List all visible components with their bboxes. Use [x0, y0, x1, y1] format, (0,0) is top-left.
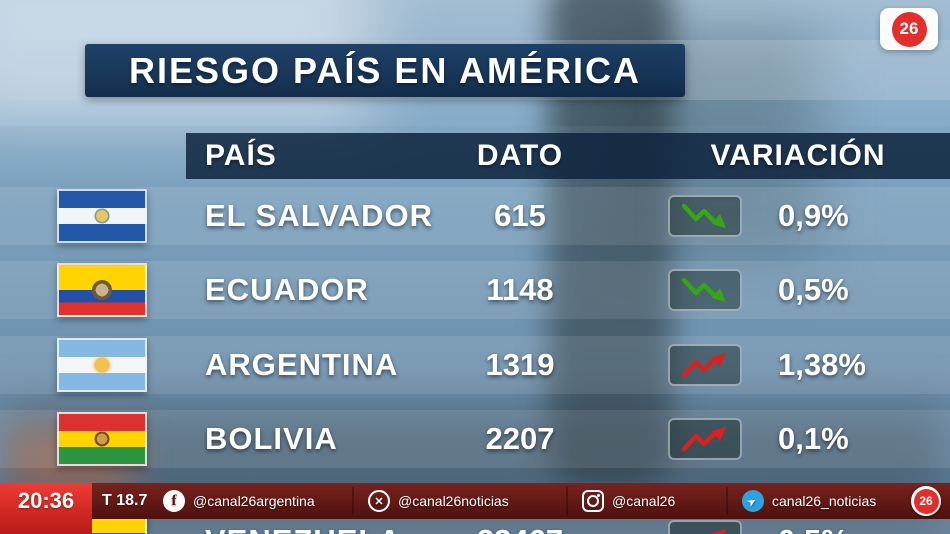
table-row: ARGENTINA 1319 1,38% — [0, 336, 950, 394]
country-name: ECUADOR — [205, 272, 369, 307]
trend-arrow-svg — [681, 427, 726, 452]
x-handle: ✕ @canal26noticias — [368, 483, 509, 519]
trend-arrow-svg — [681, 277, 726, 302]
dato-value: 1148 — [486, 272, 554, 307]
temperature: T 18.7 — [102, 492, 148, 509]
canal26-logo: 26 — [880, 8, 938, 50]
social-handle-text: canal26_noticias — [772, 493, 877, 509]
ticker-divider — [352, 487, 354, 515]
dato-value: 2207 — [485, 421, 555, 456]
facebook-handle: f @canal26argentina — [163, 483, 315, 519]
argentina-flag — [57, 338, 147, 392]
bolivia-flag — [57, 412, 147, 466]
telegram-handle: ➤ canal26_noticias — [742, 483, 876, 519]
x-icon: ✕ — [368, 490, 390, 512]
instagram-handle: @canal26 — [582, 483, 675, 519]
ticker-divider — [726, 487, 728, 515]
social-handle-text: @canal26noticias — [398, 493, 509, 509]
variation-value: 0,9% — [778, 198, 849, 233]
column-header-variacion: VARIACIÓN — [710, 139, 886, 172]
title-box: RIESGO PAÍS EN AMÉRICA — [85, 44, 685, 97]
facebook-icon: f — [163, 490, 185, 512]
canal26-logo-small: 26 — [911, 486, 941, 516]
dato-value: 615 — [494, 198, 546, 233]
trend-arrow-svg — [681, 353, 726, 378]
table-row: EL SALVADOR 615 0,9% — [0, 187, 950, 245]
dato-value: 23467 — [430, 523, 610, 534]
social-handle-text: @canal26 — [612, 493, 676, 509]
variation-value: 0,5% — [778, 523, 849, 534]
social-handle-text: @canal26argentina — [193, 493, 315, 509]
variation-value: 0,5% — [778, 272, 849, 307]
table-panel — [0, 126, 950, 534]
el-salvador-flag — [57, 189, 147, 243]
column-header-dato: DATO — [476, 139, 564, 172]
column-header-pais: PAÍS — [205, 139, 277, 172]
variation-value: 0,1% — [778, 421, 849, 456]
trend-arrow-svg — [681, 203, 726, 228]
ecuador-flag — [57, 263, 147, 317]
ticker-divider — [566, 487, 568, 515]
telegram-icon: ➤ — [742, 490, 764, 512]
dato-value: 1319 — [485, 347, 555, 382]
trend-icon — [668, 344, 742, 386]
clock: 20:36 — [0, 483, 92, 534]
country-name: BOLIVIA — [205, 421, 338, 456]
trend-icon — [668, 195, 742, 237]
country-name: VENEZUELA — [205, 523, 402, 534]
canal26-logo-icon: 26 — [891, 11, 927, 47]
trend-arrow-svg — [712, 529, 726, 534]
table-row: ECUADOR 1148 0,5% — [0, 261, 950, 319]
country-name: EL SALVADOR — [205, 198, 434, 233]
country-name: ARGENTINA — [205, 347, 399, 382]
page-title: RIESGO PAÍS EN AMÉRICA — [128, 49, 642, 91]
trend-icon — [668, 269, 742, 311]
trend-icon — [668, 520, 742, 534]
table-row: BOLIVIA 2207 0,1% — [0, 410, 950, 468]
trend-icon — [668, 418, 742, 460]
news-ticker-bar: T 18.7 f @canal26argentina ✕ @canal26not… — [0, 483, 950, 534]
instagram-icon — [582, 490, 604, 512]
canal26-logo-small-icon: 26 — [913, 488, 939, 514]
variation-value: 1,38% — [778, 347, 866, 382]
